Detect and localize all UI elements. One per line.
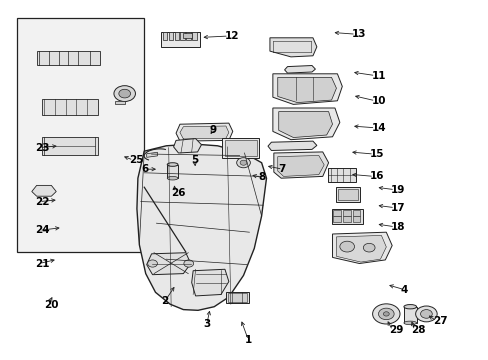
Text: 8: 8 (258, 172, 265, 183)
Bar (167, 165, 178, 178)
Text: 1: 1 (244, 335, 251, 345)
Text: 11: 11 (371, 71, 386, 81)
Polygon shape (336, 235, 386, 262)
Text: 19: 19 (390, 185, 405, 195)
Polygon shape (146, 152, 157, 157)
Bar (192, 32, 196, 40)
Text: 21: 21 (35, 258, 50, 269)
Bar (338, 189, 357, 200)
Polygon shape (272, 74, 342, 104)
Circle shape (415, 306, 436, 322)
Circle shape (236, 158, 250, 168)
Bar (224, 140, 256, 156)
Circle shape (420, 310, 431, 318)
Circle shape (183, 260, 193, 267)
Bar (225, 292, 249, 303)
Text: 28: 28 (410, 325, 425, 336)
Bar (352, 210, 360, 216)
Bar (336, 187, 359, 202)
Bar (180, 32, 184, 40)
Polygon shape (144, 187, 185, 252)
Polygon shape (115, 101, 124, 104)
Bar (333, 210, 340, 216)
Circle shape (119, 89, 130, 98)
Ellipse shape (167, 176, 178, 180)
Bar (163, 32, 167, 40)
Text: 18: 18 (390, 222, 405, 232)
Text: 12: 12 (224, 31, 239, 41)
Polygon shape (191, 269, 228, 296)
Bar (41, 99, 98, 115)
Bar (168, 32, 173, 40)
Text: 24: 24 (35, 225, 50, 235)
Bar (403, 307, 416, 323)
Polygon shape (180, 126, 228, 139)
Bar (331, 209, 363, 224)
Text: 26: 26 (171, 188, 185, 198)
Bar (174, 32, 179, 40)
Polygon shape (284, 66, 315, 73)
Ellipse shape (403, 321, 416, 325)
Bar (227, 293, 247, 302)
Circle shape (383, 312, 388, 316)
Ellipse shape (167, 163, 178, 166)
Polygon shape (17, 18, 144, 252)
Polygon shape (277, 77, 336, 103)
Polygon shape (272, 108, 339, 140)
Text: 7: 7 (278, 164, 285, 174)
Circle shape (147, 260, 157, 267)
Text: 13: 13 (351, 29, 366, 39)
Polygon shape (273, 152, 328, 178)
Polygon shape (137, 144, 266, 310)
Text: 29: 29 (388, 325, 402, 336)
Polygon shape (173, 139, 201, 153)
Bar (222, 138, 259, 158)
Text: 16: 16 (369, 171, 384, 181)
Text: 17: 17 (390, 203, 405, 213)
Text: 2: 2 (161, 296, 168, 306)
Text: 3: 3 (203, 319, 210, 329)
Polygon shape (176, 123, 232, 141)
Text: 14: 14 (371, 123, 386, 133)
Circle shape (372, 304, 399, 324)
Text: 15: 15 (369, 149, 384, 159)
Polygon shape (267, 141, 316, 150)
Bar (343, 210, 350, 216)
Bar (183, 33, 192, 38)
Polygon shape (277, 156, 324, 176)
Bar (186, 32, 190, 40)
Circle shape (114, 86, 135, 102)
Circle shape (339, 241, 354, 252)
Polygon shape (41, 137, 98, 155)
Text: 10: 10 (371, 96, 386, 106)
Bar (352, 216, 360, 222)
Polygon shape (146, 253, 190, 275)
Bar (333, 216, 340, 222)
Bar (37, 51, 100, 65)
Text: 4: 4 (400, 285, 407, 295)
Text: 22: 22 (35, 197, 50, 207)
Text: 23: 23 (35, 143, 50, 153)
Polygon shape (32, 185, 56, 196)
Bar (327, 168, 355, 182)
Text: 25: 25 (129, 155, 144, 165)
Circle shape (240, 160, 246, 165)
Text: 9: 9 (209, 125, 216, 135)
Text: 20: 20 (44, 300, 59, 310)
Bar (161, 32, 199, 47)
Text: 5: 5 (190, 155, 198, 165)
Text: 6: 6 (142, 164, 149, 174)
Polygon shape (332, 232, 391, 264)
Circle shape (363, 243, 374, 252)
Bar (343, 216, 350, 222)
Ellipse shape (403, 305, 416, 309)
Polygon shape (278, 112, 332, 138)
Text: 27: 27 (432, 316, 447, 326)
Polygon shape (269, 38, 316, 57)
Circle shape (378, 308, 393, 320)
